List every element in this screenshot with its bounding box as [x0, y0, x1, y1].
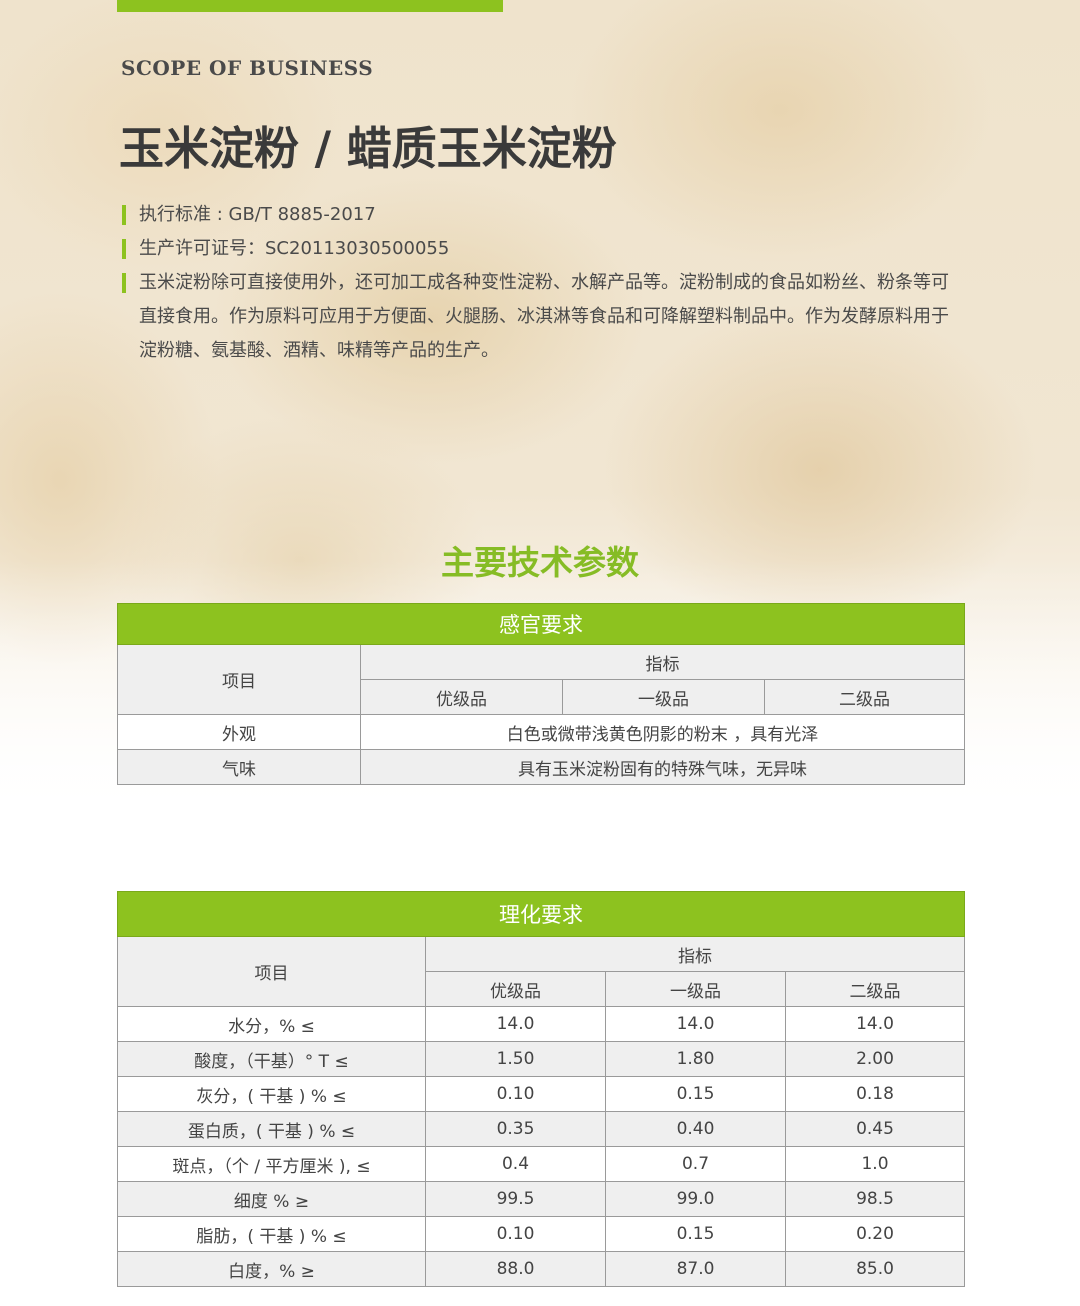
row-value: 14.0 [785, 1006, 965, 1042]
row-value: 88.0 [425, 1251, 606, 1287]
row-value: 0.45 [785, 1111, 965, 1147]
table-row: 气味 具有玉米淀粉固有的特殊气味，无异味 [117, 749, 965, 785]
table-row: 脂肪，( 干基 ) % ≤0.10 0.15 0.20 [117, 1216, 965, 1252]
col-header-grade: 优级品 [360, 679, 563, 715]
row-value: 1.50 [425, 1041, 606, 1077]
row-label: 水分，% ≤ [117, 1006, 426, 1042]
col-header-index: 指标 [360, 644, 965, 680]
bullet-marker [122, 273, 126, 293]
row-label: 气味 [117, 749, 361, 785]
row-value: 0.10 [425, 1076, 606, 1112]
row-value: 1.80 [605, 1041, 786, 1077]
info-description: 玉米淀粉除可直接使用外，还可加工成各种变性淀粉、水解产品等。淀粉制成的食品如粉丝… [122, 266, 972, 368]
row-value: 99.5 [425, 1181, 606, 1217]
row-value: 0.35 [425, 1111, 606, 1147]
info-text: 淀粉糖、氨基酸、酒精、味精等产品的生产。 [139, 340, 499, 361]
table-row: 斑点，（个 / 平方厘米 ), ≤0.4 0.7 1.0 [117, 1146, 965, 1182]
row-label: 白度，% ≥ [117, 1251, 426, 1287]
bullet-marker [122, 205, 126, 225]
table-row: 水分，% ≤14.0 14.0 14.0 [117, 1006, 965, 1042]
col-header-item: 项目 [117, 936, 426, 1007]
row-label: 蛋白质，( 干基 ) % ≤ [117, 1111, 426, 1147]
info-license: 生产许可证号：SC20113030500055 [122, 232, 972, 266]
row-value: 99.0 [605, 1181, 786, 1217]
col-header-grade: 二级品 [785, 971, 965, 1007]
col-header-grade: 一级品 [562, 679, 765, 715]
row-label: 斑点，（个 / 平方厘米 ), ≤ [117, 1146, 426, 1182]
table-row: 酸度，（干基）° T ≤1.50 1.80 2.00 [117, 1041, 965, 1077]
row-value: 0.10 [425, 1216, 606, 1252]
row-value: 白色或微带浅黄色阴影的粉末 ，具有光泽 [360, 714, 965, 750]
scope-label: SCOPE OF BUSINESS [121, 56, 374, 80]
info-text: 直接食用。作为原料可应用于方便面、火腿肠、冰淇淋等食品和可降解塑料制品中。作为发… [139, 306, 949, 327]
accent-bar [117, 0, 503, 12]
table-row: 蛋白质，( 干基 ) % ≤0.35 0.40 0.45 [117, 1111, 965, 1147]
row-value: 87.0 [605, 1251, 786, 1287]
product-info: 执行标准 : GB/T 8885-2017 生产许可证号：SC201130305… [122, 198, 972, 368]
section-title: 主要技术参数 [441, 543, 639, 582]
table-row: 外观 白色或微带浅黄色阴影的粉末 ，具有光泽 [117, 714, 965, 750]
row-value: 0.18 [785, 1076, 965, 1112]
info-standard: 执行标准 : GB/T 8885-2017 [122, 198, 972, 232]
row-value: 0.15 [605, 1216, 786, 1252]
col-header-grade: 优级品 [425, 971, 606, 1007]
table-title: 感官要求 [117, 603, 965, 645]
row-value: 具有玉米淀粉固有的特殊气味，无异味 [360, 749, 965, 785]
row-label: 细度 % ≥ [117, 1181, 426, 1217]
row-value: 98.5 [785, 1181, 965, 1217]
col-header-index: 指标 [425, 936, 965, 972]
info-text: 生产许可证号：SC20113030500055 [139, 238, 450, 259]
info-text: 执行标准 : GB/T 8885-2017 [139, 204, 376, 225]
row-value: 14.0 [605, 1006, 786, 1042]
row-label: 脂肪，( 干基 ) % ≤ [117, 1216, 426, 1252]
row-value: 0.40 [605, 1111, 786, 1147]
row-value: 0.20 [785, 1216, 965, 1252]
table-title: 理化要求 [117, 891, 965, 937]
row-value: 0.7 [605, 1146, 786, 1182]
page-title: 玉米淀粉 / 蜡质玉米淀粉 [119, 122, 617, 175]
row-label: 灰分，( 干基 ) % ≤ [117, 1076, 426, 1112]
row-value: 1.0 [785, 1146, 965, 1182]
bullet-marker [122, 239, 126, 259]
col-header-item: 项目 [117, 644, 361, 715]
row-value: 14.0 [425, 1006, 606, 1042]
table-row: 白度，% ≥88.0 87.0 85.0 [117, 1251, 965, 1287]
col-header-grade: 二级品 [764, 679, 965, 715]
table-row: 灰分，( 干基 ) % ≤0.10 0.15 0.18 [117, 1076, 965, 1112]
table-row: 细度 % ≥99.5 99.0 98.5 [117, 1181, 965, 1217]
info-text: 玉米淀粉除可直接使用外，还可加工成各种变性淀粉、水解产品等。淀粉制成的食品如粉丝… [139, 272, 949, 293]
row-label: 外观 [117, 714, 361, 750]
row-label: 酸度，（干基）° T ≤ [117, 1041, 426, 1077]
col-header-grade: 一级品 [605, 971, 786, 1007]
row-value: 85.0 [785, 1251, 965, 1287]
row-value: 0.15 [605, 1076, 786, 1112]
sensory-table: 感官要求 项目 指标 优级品 一级品 二级品 外观 白色或微带浅黄色阴影的粉末 ，具有光… [117, 603, 965, 785]
row-value: 0.4 [425, 1146, 606, 1182]
physchem-table: 理化要求 项目 指标 优级品 一级品 二级品 水分，% ≤14.0 14.0 14.0 酸度… [117, 891, 965, 1287]
row-value: 2.00 [785, 1041, 965, 1077]
